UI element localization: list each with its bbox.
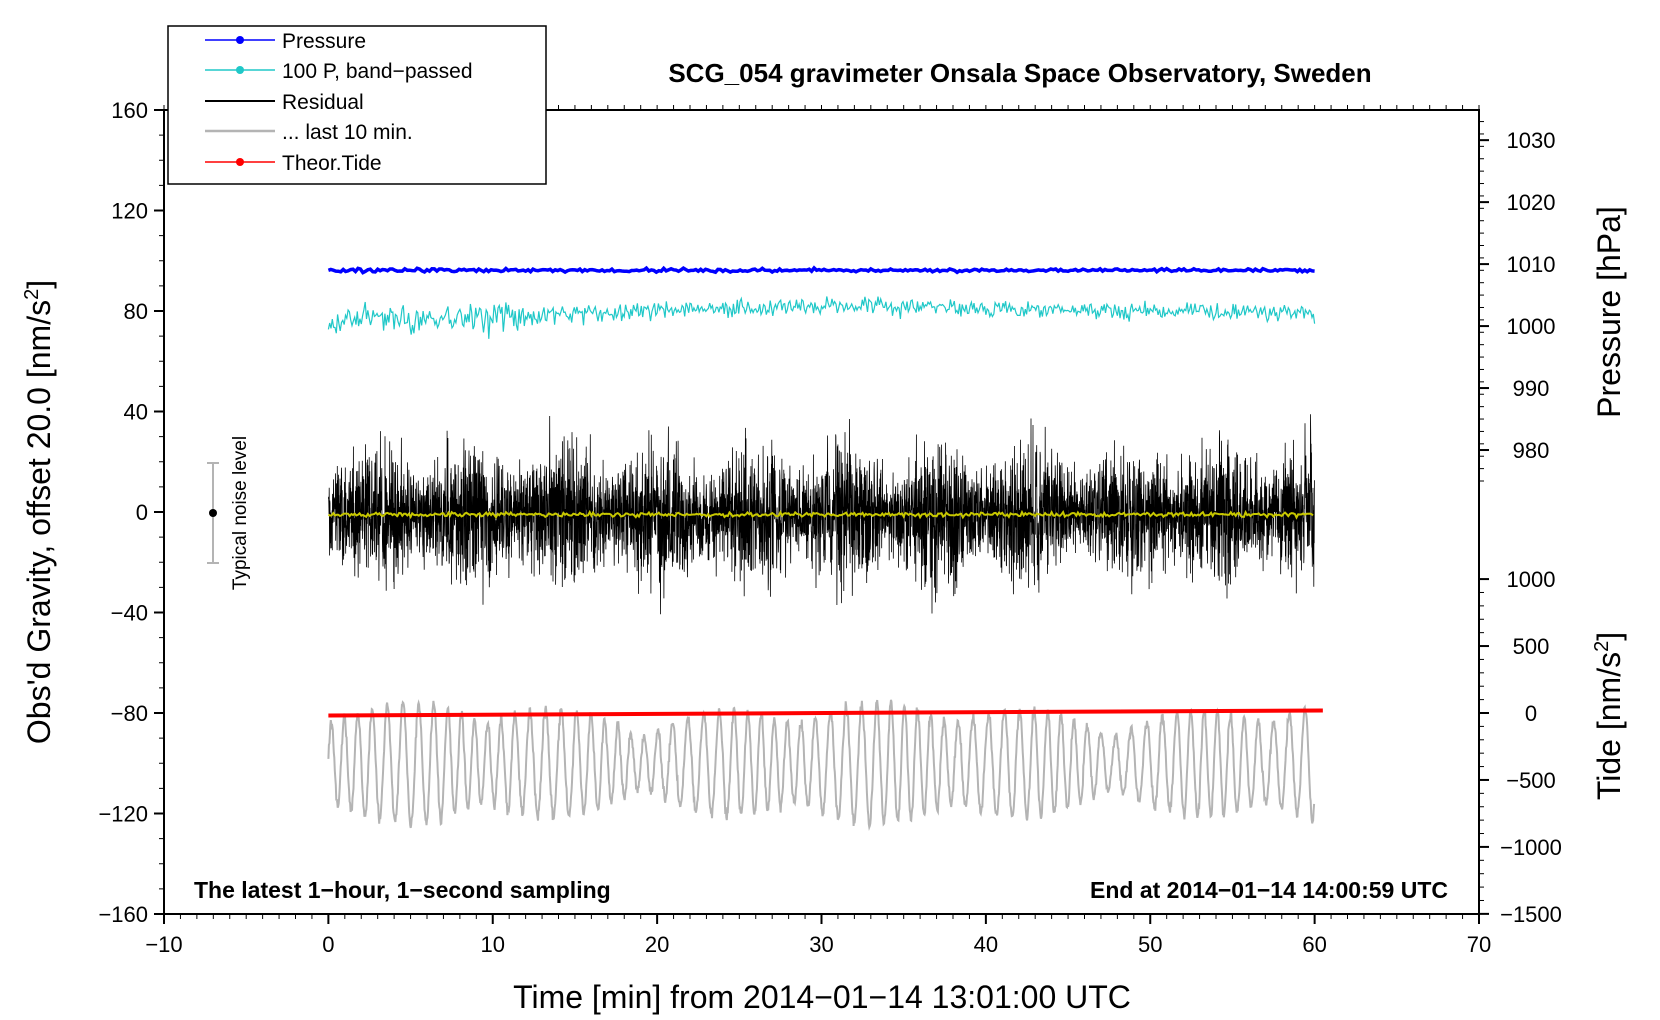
sampling-note: The latest 1−hour, 1−second sampling — [194, 877, 611, 903]
legend-label-residual: Residual — [282, 91, 364, 114]
series-smoothed-line — [327, 509, 1314, 520]
pressure-tick-label-5: 1030 — [1507, 128, 1556, 153]
x-tick-label-5: 40 — [974, 932, 998, 957]
y-tick-label-2: −80 — [111, 701, 148, 726]
legend-entry-residual: Residual — [205, 91, 364, 114]
y-tick-label-3: −40 — [111, 601, 148, 626]
data-layer — [327, 265, 1323, 832]
tide-tick-label-4: 500 — [1513, 634, 1550, 659]
noise-level-label: Typical noise level — [230, 436, 251, 590]
end-time-note: End at 2014−01−14 14:00:59 UTC — [1090, 877, 1448, 903]
legend-marker-bandpassed — [236, 66, 244, 74]
x-tick-label-0: −10 — [145, 932, 182, 957]
series-residual-line — [328, 414, 1315, 615]
y-tick-label-6: 80 — [124, 299, 148, 324]
y-tick-label-8: 160 — [111, 98, 148, 123]
tide-tick-label-3: 0 — [1525, 701, 1537, 726]
tide-axis-title: Tide [nm/s2] — [1591, 632, 1627, 800]
series-tide-line — [328, 708, 1323, 718]
x-tick-label-2: 10 — [481, 932, 505, 957]
x-tick-label-6: 50 — [1138, 932, 1162, 957]
legend: Pressure 100 P, band−passed Residual ...… — [167, 25, 547, 185]
x-tick-label-4: 30 — [809, 932, 833, 957]
legend-box — [167, 25, 547, 185]
pressure-tick-label-3: 1010 — [1507, 252, 1556, 277]
y-axis-title-main: Obs'd Gravity, offset 20.0 [nm/s — [21, 300, 57, 744]
y-tick-label-7: 120 — [111, 199, 148, 224]
chart-title: SCG_054 gravimeter Onsala Space Observat… — [668, 58, 1371, 88]
series-last10-line — [327, 699, 1316, 832]
legend-label-last10: ... last 10 min. — [282, 121, 413, 144]
y-axis-title-close: ] — [21, 280, 57, 289]
x-tick-label-8: 70 — [1467, 932, 1491, 957]
tick-layer: −10 0 10 20 30 40 50 60 70−160−120−80−4004080120… — [98, 98, 1561, 957]
y-tick-label-0: −160 — [98, 902, 148, 927]
pressure-tick-label-4: 1020 — [1507, 190, 1556, 215]
tide-axis-title-sup: 2 — [1591, 641, 1613, 652]
legend-label-tide: Theor.Tide — [282, 152, 382, 175]
y-tick-label-4: 0 — [136, 500, 148, 525]
legend-marker-tide — [236, 158, 244, 166]
x-axis-title: Time [min] from 2014−01−14 13:01:00 UTC — [513, 979, 1131, 1015]
x-tick-label-1: 0 — [322, 932, 334, 957]
tide-tick-label-1: −1000 — [1500, 835, 1562, 860]
legend-label-pressure: Pressure — [282, 30, 366, 53]
tide-axis-title-close: ] — [1591, 632, 1627, 641]
legend-entry-tide: Theor.Tide — [205, 152, 382, 175]
series-pressure-line — [327, 265, 1315, 275]
y-tick-label-1: −120 — [98, 802, 148, 827]
pressure-tick-label-2: 1000 — [1507, 314, 1556, 339]
y-tick-label-5: 40 — [124, 400, 148, 425]
tide-tick-label-2: −500 — [1506, 768, 1556, 793]
pressure-tick-label-1: 990 — [1513, 376, 1550, 401]
noise-indicator: Typical noise level — [207, 436, 251, 590]
pressure-axis-title: Pressure [hPa] — [1591, 206, 1627, 418]
legend-label-bandpassed: 100 P, band−passed — [282, 60, 473, 83]
legend-entry-pressure: Pressure — [205, 30, 366, 53]
x-tick-label-3: 20 — [645, 932, 669, 957]
tide-tick-label-0: −1500 — [1500, 902, 1562, 927]
legend-entry-last10: ... last 10 min. — [205, 121, 413, 144]
series-bandpassed-line — [327, 296, 1316, 339]
legend-entry-bandpassed: 100 P, band−passed — [205, 60, 473, 83]
tide-tick-label-5: 1000 — [1507, 567, 1556, 592]
pressure-tick-label-0: 980 — [1513, 438, 1550, 463]
x-tick-label-7: 60 — [1302, 932, 1326, 957]
noise-bar-center-dot — [209, 509, 217, 517]
tide-axis-title-main: Tide [nm/s — [1591, 652, 1627, 800]
legend-marker-pressure — [236, 36, 244, 44]
y-axis-title: Obs'd Gravity, offset 20.0 [nm/s2] — [21, 280, 57, 744]
y-axis-title-sup: 2 — [21, 289, 43, 300]
